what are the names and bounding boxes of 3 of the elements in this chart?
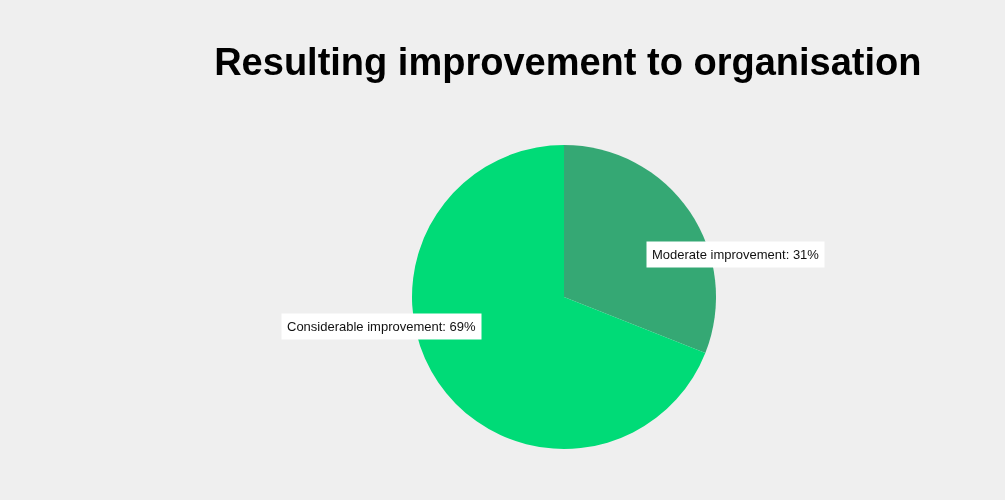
slice-label: Moderate improvement: 31% — [652, 247, 820, 262]
slice-label: Considerable improvement: 69% — [287, 319, 477, 334]
chart-title: Resulting improvement to organisation — [214, 41, 922, 84]
